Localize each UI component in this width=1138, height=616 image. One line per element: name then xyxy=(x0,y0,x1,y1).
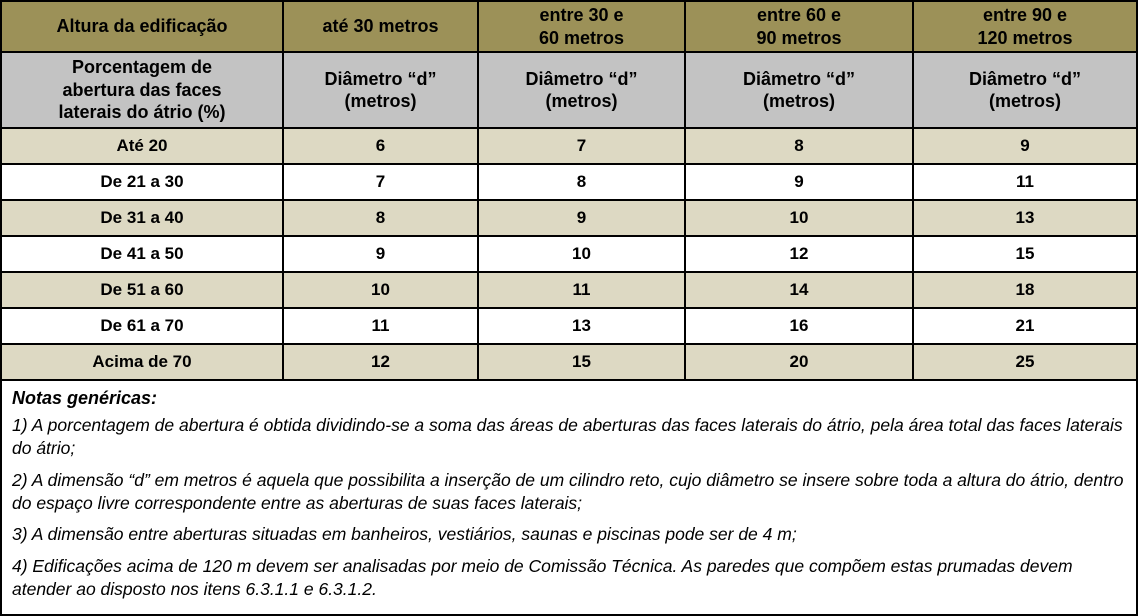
diameter-header-4: Diâmetro “d” (metros) xyxy=(912,51,1138,129)
cell-value: 8 xyxy=(282,199,479,237)
cell-value: 15 xyxy=(912,235,1138,273)
cell-value: 10 xyxy=(477,235,686,273)
row-label: De 41 a 50 xyxy=(0,235,284,273)
cell-value: 15 xyxy=(477,343,686,381)
row-label: De 21 a 30 xyxy=(0,163,284,201)
notes-cell: Notas genéricas: 1) A porcentagem de abe… xyxy=(0,379,1138,616)
note-item-3: 3) A dimensão entre aberturas situadas e… xyxy=(12,524,797,545)
cell-value: 10 xyxy=(282,271,479,309)
cell-value: 14 xyxy=(684,271,914,309)
table-row: De 51 a 60 10 11 14 18 xyxy=(0,271,1138,309)
diameter-header-1: Diâmetro “d” (metros) xyxy=(282,51,479,129)
table-row: De 21 a 30 7 8 9 11 xyxy=(0,163,1138,201)
notes-title: Notas genéricas: xyxy=(12,388,158,408)
height-col-header-4: entre 90 e 120 metros xyxy=(912,0,1138,53)
height-col-header-1: até 30 metros xyxy=(282,0,479,53)
note-item-1: 1) A porcentagem de abertura é obtida di… xyxy=(12,415,1123,459)
cell-value: 10 xyxy=(684,199,914,237)
cell-value: 21 xyxy=(912,307,1138,345)
cell-value: 9 xyxy=(282,235,479,273)
note-item-4: 4) Edificações acima de 120 m devem ser … xyxy=(12,556,1073,599)
diameter-header-2: Diâmetro “d” (metros) xyxy=(477,51,686,129)
cell-value: 11 xyxy=(282,307,479,345)
height-col-header-3: entre 60 e 90 metros xyxy=(684,0,914,53)
height-col-header-2: entre 30 e 60 metros xyxy=(477,0,686,53)
header-row-diameter: Porcentagem de abertura das faces latera… xyxy=(0,51,1138,129)
cell-value: 9 xyxy=(684,163,914,201)
cell-value: 8 xyxy=(477,163,686,201)
cell-value: 25 xyxy=(912,343,1138,381)
corner-header-cell: Altura da edificação xyxy=(0,0,284,53)
cell-value: 9 xyxy=(477,199,686,237)
cell-value: 7 xyxy=(282,163,479,201)
cell-value: 20 xyxy=(684,343,914,381)
cell-value: 7 xyxy=(477,127,686,165)
note-item-2: 2) A dimensão “d” em metros é aquela que… xyxy=(12,469,1124,513)
cell-value: 13 xyxy=(477,307,686,345)
row-label: De 61 a 70 xyxy=(0,307,284,345)
cell-value: 6 xyxy=(282,127,479,165)
cell-value: 12 xyxy=(684,235,914,273)
row-label: De 31 a 40 xyxy=(0,199,284,237)
cell-value: 8 xyxy=(684,127,914,165)
cell-value: 18 xyxy=(912,271,1138,309)
notes-row: Notas genéricas: 1) A porcentagem de abe… xyxy=(0,379,1138,616)
table-row: De 61 a 70 11 13 16 21 xyxy=(0,307,1138,345)
table-row: Acima de 70 12 15 20 25 xyxy=(0,343,1138,381)
opening-percentage-header: Porcentagem de abertura das faces latera… xyxy=(0,51,284,129)
table-row: Até 20 6 7 8 9 xyxy=(0,127,1138,165)
row-label: De 51 a 60 xyxy=(0,271,284,309)
cell-value: 13 xyxy=(912,199,1138,237)
diameter-header-3: Diâmetro “d” (metros) xyxy=(684,51,914,129)
row-label: Acima de 70 xyxy=(0,343,284,381)
cell-value: 11 xyxy=(912,163,1138,201)
table-row: De 41 a 50 9 10 12 15 xyxy=(0,235,1138,273)
header-row-building-height: Altura da edificação até 30 metros entre… xyxy=(0,0,1138,53)
cell-value: 12 xyxy=(282,343,479,381)
row-label: Até 20 xyxy=(0,127,284,165)
cell-value: 16 xyxy=(684,307,914,345)
cell-value: 11 xyxy=(477,271,686,309)
cell-value: 9 xyxy=(912,127,1138,165)
table-row: De 31 a 40 8 9 10 13 xyxy=(0,199,1138,237)
